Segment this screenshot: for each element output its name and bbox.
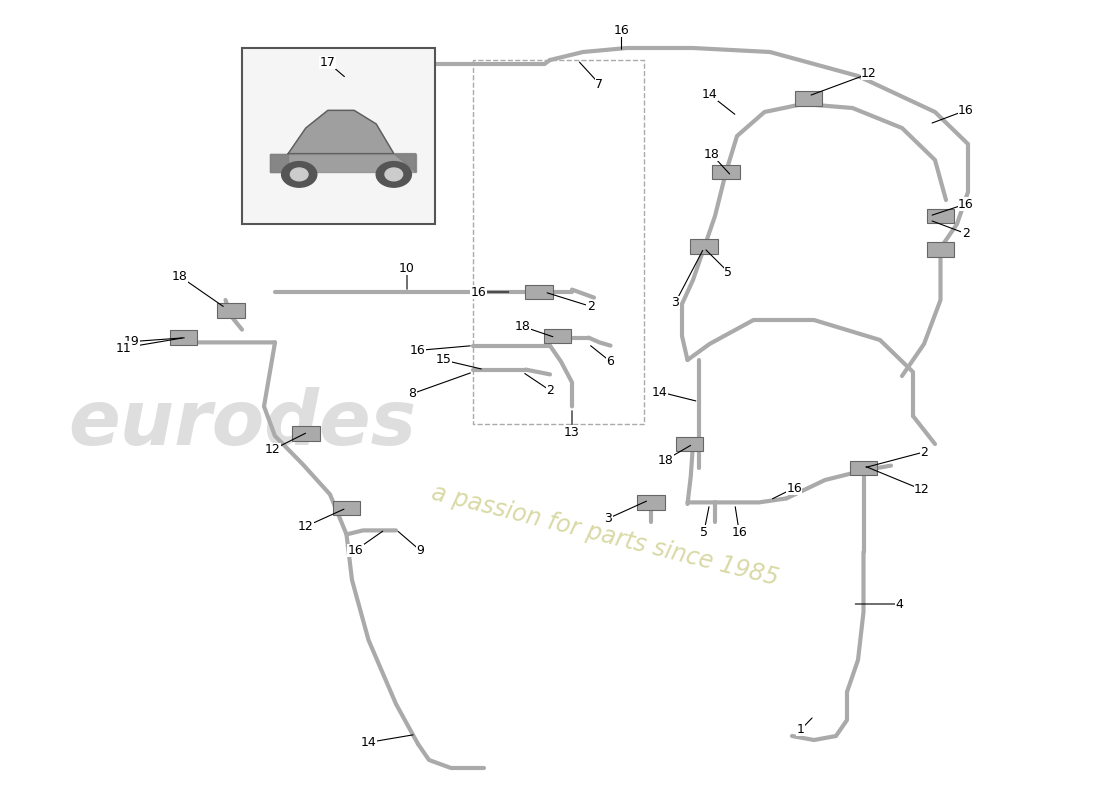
Polygon shape [270,154,288,172]
Text: 16: 16 [958,198,974,210]
Text: 16: 16 [958,104,974,117]
Text: 2: 2 [920,446,928,458]
Circle shape [282,162,317,187]
Text: 18: 18 [658,454,673,466]
Bar [526,285,552,299]
Text: 7: 7 [595,78,604,90]
Text: 3: 3 [671,296,680,309]
Bar [544,329,572,343]
Text: 9: 9 [416,544,425,557]
Text: 11: 11 [116,342,131,354]
Circle shape [290,168,308,181]
Text: eurodes: eurodes [68,387,416,461]
Text: 18: 18 [172,270,187,282]
Text: 16: 16 [786,482,802,494]
Polygon shape [270,154,416,172]
Text: 16: 16 [614,24,629,37]
Text: 3: 3 [604,512,613,525]
Polygon shape [288,110,394,154]
Text: 12: 12 [861,67,877,80]
Circle shape [376,162,411,187]
Text: 16: 16 [732,526,747,538]
Text: 19: 19 [124,335,140,348]
Text: 2: 2 [586,300,595,313]
Bar [713,165,740,179]
Bar [638,495,664,510]
Text: 18: 18 [704,148,719,161]
Text: 15: 15 [436,354,451,366]
Text: 8: 8 [408,387,417,400]
Bar [926,209,955,223]
Text: 16: 16 [348,544,363,557]
Bar [850,461,878,475]
Bar [293,426,320,441]
Text: 16: 16 [471,286,486,298]
Text: 14: 14 [361,736,376,749]
Text: 6: 6 [606,355,615,368]
Polygon shape [394,154,416,172]
Text: 4: 4 [895,598,904,610]
Bar [794,91,823,106]
Text: 12: 12 [265,443,280,456]
Text: 12: 12 [914,483,929,496]
Bar [926,242,955,257]
Text: 2: 2 [546,384,554,397]
Text: 5: 5 [700,526,708,538]
Text: 10: 10 [399,262,415,274]
Text: 13: 13 [564,426,580,438]
Bar [217,303,244,318]
Text: 5: 5 [724,266,733,278]
Text: 16: 16 [410,344,426,357]
Text: 17: 17 [320,56,336,69]
Bar [169,330,198,345]
Circle shape [385,168,403,181]
Bar [691,239,718,254]
Bar [675,437,704,451]
Text: a passion for parts since 1985: a passion for parts since 1985 [429,481,781,591]
Bar [242,48,434,224]
Text: 2: 2 [961,227,970,240]
Bar [332,501,361,515]
Text: 1: 1 [796,723,805,736]
Text: 18: 18 [515,320,530,333]
Text: 12: 12 [298,520,314,533]
Text: 14: 14 [652,386,668,398]
Text: 14: 14 [702,88,717,101]
